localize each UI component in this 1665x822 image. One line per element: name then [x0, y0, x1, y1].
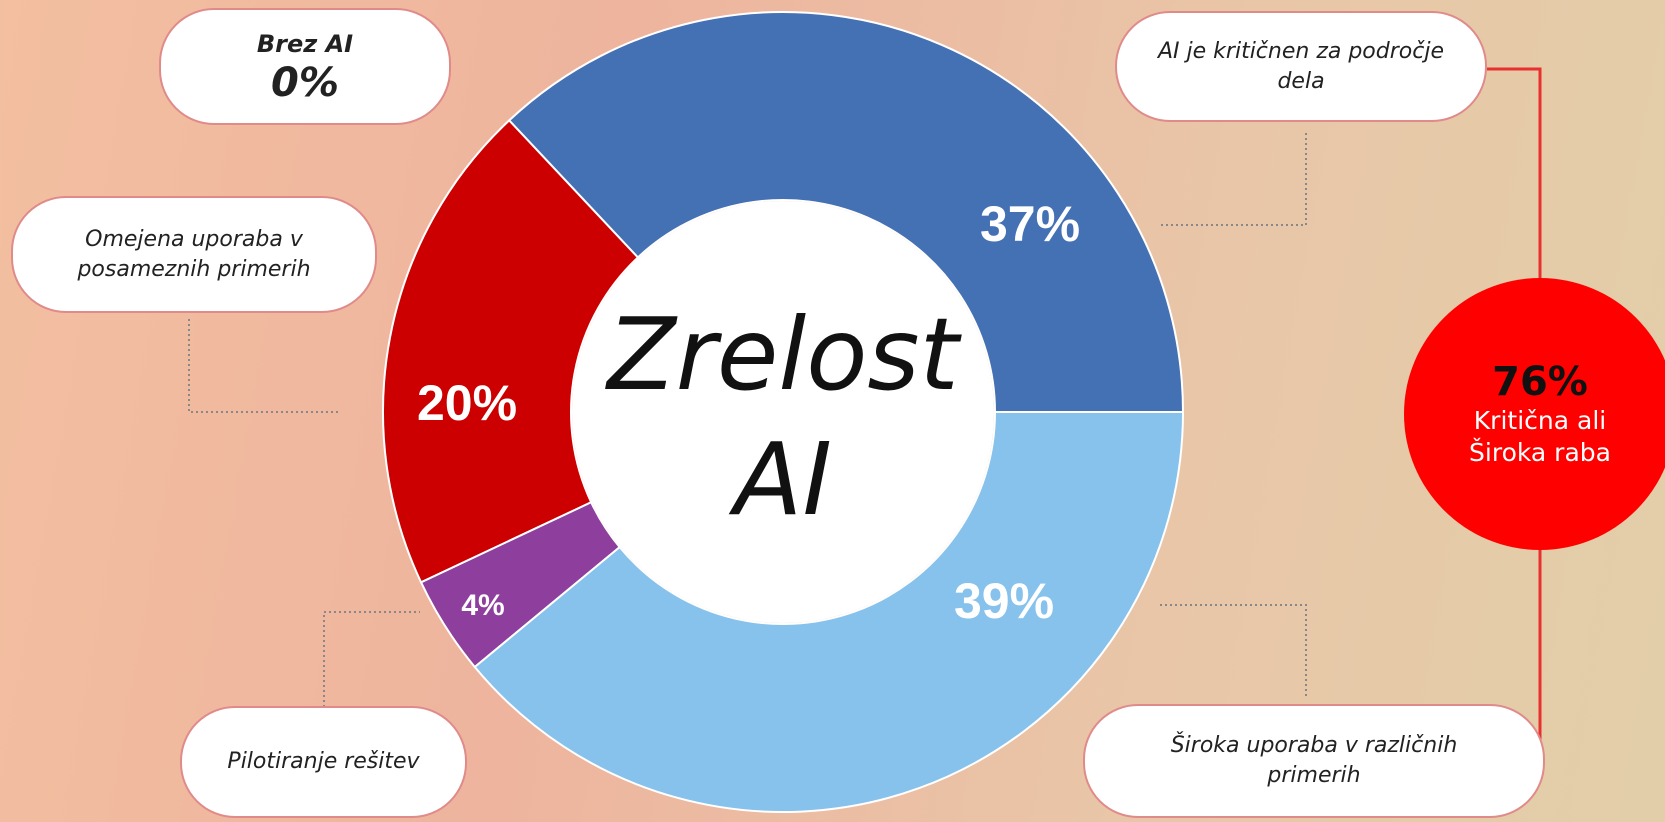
slice — [382, 118, 640, 584]
connector — [323, 611, 420, 722]
bracket-line — [1487, 67, 1542, 290]
slice-label: 39% — [954, 573, 1054, 629]
callout: Omejena uporaba v posameznih primerih — [11, 196, 377, 313]
bracket-line — [1538, 540, 1545, 762]
callout: Brez AI 0% — [159, 8, 451, 125]
slice — [473, 411, 1185, 813]
slice — [507, 11, 1185, 413]
callout-label: Omejena uporaba v posameznih primerih — [77, 226, 311, 282]
connector — [1158, 604, 1307, 696]
connector — [188, 319, 340, 413]
slice-label: 20% — [417, 375, 517, 431]
callout-label: Pilotiranje rešitev — [227, 749, 420, 775]
callout-label: Široka uporaba v različnih primerih — [1170, 733, 1458, 788]
connectors — [188, 133, 1307, 722]
callout: Široka uporaba v različnih primerih — [1083, 704, 1545, 818]
center-title: Zrelost AI — [607, 296, 959, 538]
summary-text: Kritična ali Široka raba — [1469, 405, 1611, 468]
callout: Pilotiranje rešitev — [180, 706, 467, 818]
callout-label: Brez AI — [256, 30, 354, 59]
callout: AI je kritičnen za področje dela — [1115, 11, 1487, 122]
summary-value: 76% — [1492, 358, 1588, 405]
slice-label: 37% — [980, 196, 1080, 252]
donut-hole — [572, 201, 994, 623]
callout-label: AI je kritičnen za področje dela — [1158, 38, 1444, 94]
slice-label: 4% — [461, 589, 504, 622]
connector — [1158, 133, 1307, 226]
callout-value: 0% — [271, 59, 339, 106]
summary-circle: 76% Kritična ali Široka raba — [1404, 278, 1665, 550]
